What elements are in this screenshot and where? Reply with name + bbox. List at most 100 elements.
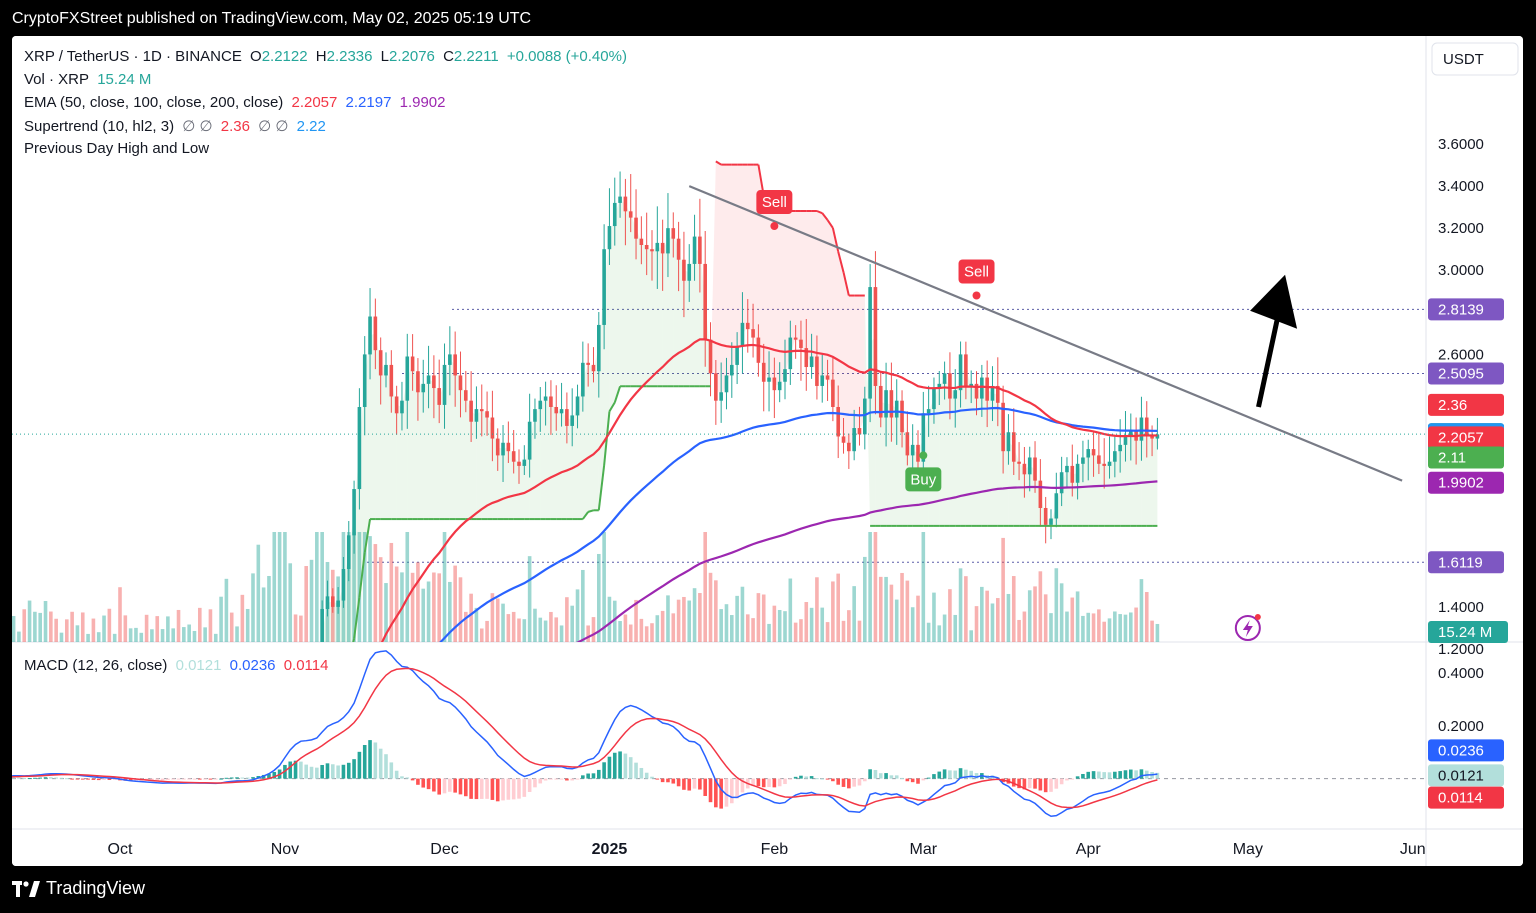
macd-histogram-bar xyxy=(910,778,915,783)
volume-bar xyxy=(277,532,282,642)
supertrend-fill xyxy=(721,164,727,397)
supertrend-fill xyxy=(822,213,828,381)
macd-histogram-bar xyxy=(581,775,585,779)
macd-histogram-bar xyxy=(59,777,64,779)
price-tag-text: 2.36 xyxy=(1438,397,1467,414)
candle-body xyxy=(937,383,942,389)
supertrend-fill xyxy=(375,333,381,520)
volume-bar xyxy=(543,620,548,642)
volume-bar xyxy=(320,532,324,642)
tradingview-footer[interactable]: TradingView xyxy=(12,878,145,899)
macd-histogram-bar xyxy=(847,778,851,789)
candle-body xyxy=(831,379,835,407)
volume-bar xyxy=(831,581,835,642)
ema-label: EMA (50, close, 100, close, 200, close) xyxy=(24,94,284,111)
macd-histogram-bar xyxy=(362,745,367,779)
macd-histogram-bar xyxy=(692,778,697,789)
alert-lightning-icon[interactable] xyxy=(1234,614,1261,641)
macd-histogram-bar xyxy=(1155,772,1160,779)
macd-histogram-bar xyxy=(1134,770,1138,779)
volume-bar xyxy=(639,618,644,642)
volume-bar xyxy=(373,544,378,642)
signal-text: Buy xyxy=(910,471,936,488)
supertrend-legend[interactable]: Supertrend (10, hl2, 3) ∅ ∅ 2.36 ∅ ∅ 2.2… xyxy=(24,117,330,135)
candle-body xyxy=(474,409,479,422)
alert-bolt xyxy=(1242,620,1253,637)
supertrend-fill xyxy=(1082,453,1089,526)
volume-bar xyxy=(27,600,32,642)
volume-bar xyxy=(1006,593,1011,642)
macd-histogram-bar xyxy=(772,778,777,788)
supertrend-fill xyxy=(971,384,977,526)
price-axis-tag: 15.24 M xyxy=(1428,621,1508,643)
volume-bar xyxy=(213,633,218,642)
candle-body xyxy=(543,396,548,401)
supertrend-fill xyxy=(965,370,972,526)
volume-bar xyxy=(916,595,920,642)
volume-bar xyxy=(70,611,74,642)
signal-box xyxy=(756,190,793,215)
volume-bar xyxy=(586,625,590,642)
volume-bar xyxy=(612,600,617,642)
macd-histogram-bar xyxy=(442,778,447,794)
macd-histogram-bar xyxy=(1113,771,1117,779)
candle-body xyxy=(1001,402,1005,452)
volume-bar xyxy=(1022,611,1027,642)
candle-body xyxy=(809,356,814,368)
macd-histogram-bar xyxy=(889,775,894,779)
supertrend-line xyxy=(608,401,616,412)
candle-body xyxy=(964,354,968,386)
volume-bar xyxy=(719,609,723,642)
candle-body xyxy=(687,263,692,281)
ema-legend[interactable]: EMA (50, close, 100, close, 200, close) … xyxy=(24,94,450,111)
macd-histogram-bar xyxy=(533,778,537,788)
macd-histogram-bar xyxy=(644,772,649,779)
supertrend-fill xyxy=(582,363,589,520)
currency-selector[interactable]: USDT xyxy=(1431,42,1519,76)
candle-body xyxy=(644,244,649,250)
macd-legend[interactable]: MACD (12, 26, close) 0.0121 0.0236 0.011… xyxy=(24,657,332,674)
supertrend-fill xyxy=(843,272,849,447)
candle-body xyxy=(368,316,372,355)
candle-body xyxy=(756,337,761,363)
volume-bar xyxy=(442,532,447,642)
candle-body xyxy=(793,337,798,340)
volume-bar xyxy=(150,629,154,642)
macd-histogram-bar xyxy=(937,771,942,779)
volume-bar xyxy=(49,611,53,642)
supertrend-fill xyxy=(1035,469,1041,526)
price-axis-tag: 2.36 xyxy=(1428,393,1504,416)
change-value: +0.0088 (+0.40%) xyxy=(506,48,627,65)
candle-body xyxy=(607,226,612,250)
price-pane: Sell Sell Buy xyxy=(12,160,1425,642)
volume-bar xyxy=(937,625,942,642)
macd-histogram-bar xyxy=(112,778,117,780)
supertrend-fill xyxy=(391,380,397,520)
volume-bar xyxy=(1043,594,1048,642)
chart-canvas[interactable]: USDT 3.6000 3.4000 3.2000 3.0000 2.6000 1.4000… xyxy=(12,36,1523,866)
volume-bar xyxy=(1065,611,1069,642)
open-value: 2.2122 xyxy=(261,48,308,65)
macd-histogram-bar xyxy=(96,778,101,781)
low-value: 2.2076 xyxy=(389,48,435,65)
signal-dot xyxy=(770,222,779,231)
supertrend-fill xyxy=(1066,469,1073,526)
macd-histogram-bar xyxy=(384,754,388,779)
volume-bar xyxy=(160,629,165,642)
supertrend-fill xyxy=(476,410,482,520)
time-tick-label: Nov xyxy=(271,841,299,858)
chart-frame[interactable]: USDT 3.6000 3.4000 3.2000 3.0000 2.6000 1.4000… xyxy=(12,36,1523,866)
price-tick-label: 1.4000 xyxy=(1438,599,1484,616)
supertrend-fill xyxy=(609,214,615,412)
pdhl-legend[interactable]: Previous Day High and Low xyxy=(24,140,213,157)
candle-body xyxy=(378,350,383,376)
macd-histogram-bar xyxy=(958,768,963,779)
candle-body xyxy=(517,461,521,466)
volume-bar xyxy=(1107,618,1112,642)
price-tag-box xyxy=(1428,471,1504,494)
volume-legend[interactable]: Vol · XRP 15.24 M xyxy=(24,71,155,88)
volume-bar xyxy=(841,620,846,642)
macd-histogram-bar xyxy=(299,761,303,779)
symbol-name[interactable]: XRP / TetherUS · 1D · BINANCE xyxy=(24,48,242,65)
